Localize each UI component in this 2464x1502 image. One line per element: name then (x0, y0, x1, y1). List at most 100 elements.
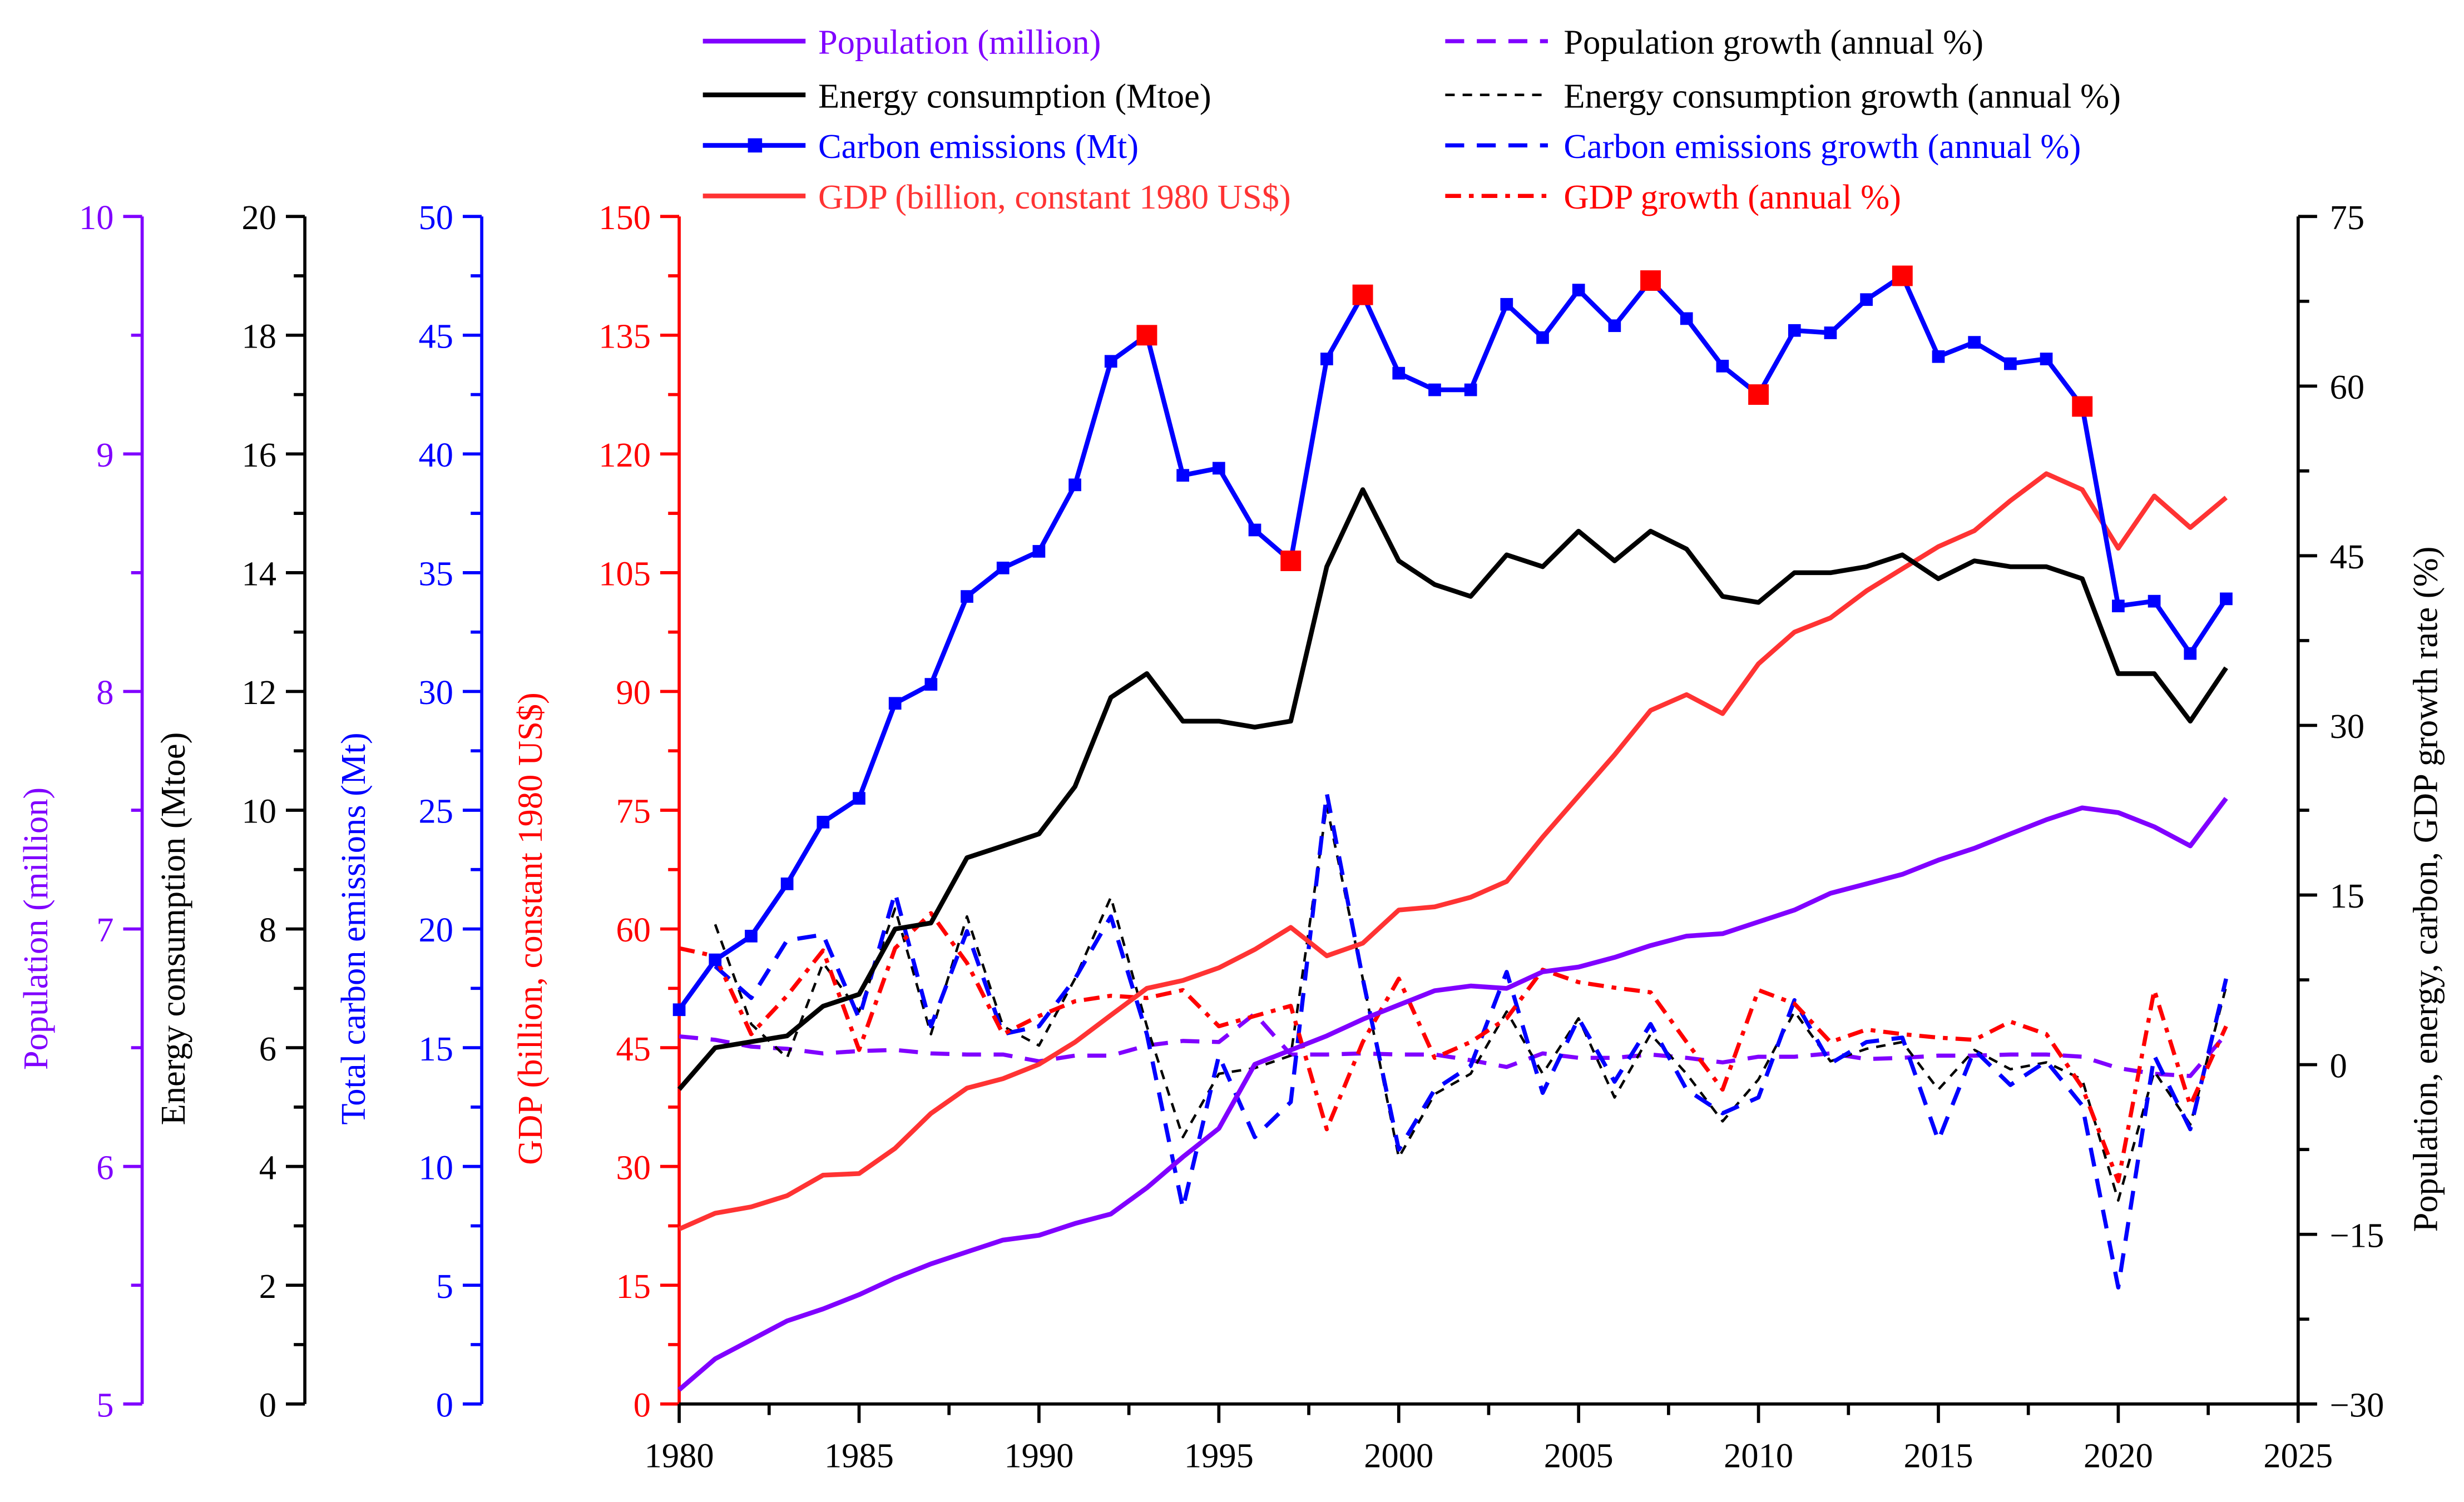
carbon-tick-label: 15 (419, 1029, 453, 1068)
gdp-tick-label: 45 (616, 1029, 651, 1068)
legend-item-gdp-growth-annual: GDP growth (annual %) (1445, 177, 1901, 216)
legend-label: Carbon emissions growth (annual %) (1563, 127, 2081, 166)
legend-label: Population growth (annual %) (1563, 23, 1983, 62)
series-line (714, 804, 2228, 1202)
data-point-marker (1068, 478, 1081, 492)
carbon-tick-label: 5 (436, 1267, 453, 1306)
data-point-marker (1104, 355, 1117, 368)
data-point-marker (1824, 326, 1837, 339)
series-line (678, 471, 2228, 1231)
data-point-marker (853, 792, 865, 805)
legend-item-gdp-billion-constant-1980-us: GDP (billion, constant 1980 US$) (702, 177, 1291, 216)
data-point-marker (996, 561, 1010, 574)
carbon-tick-label: 0 (436, 1385, 453, 1424)
x-tick-label: 2005 (1544, 1436, 1614, 1475)
data-point-marker (1176, 469, 1190, 482)
data-point-marker (1572, 284, 1585, 297)
data-point-marker (1716, 359, 1729, 373)
carbon-axis-title: Total carbon emissions (Mt) (334, 732, 373, 1124)
legend-item-population-million: Population (million) (702, 23, 1101, 62)
data-point-marker (780, 878, 794, 890)
data-point-marker (1428, 383, 1441, 396)
series-energy-consumption-growth-annual (714, 804, 2228, 1202)
gdp-tick-label: 75 (616, 792, 651, 831)
carbon-tick-label: 10 (419, 1148, 453, 1187)
data-point-marker (817, 815, 830, 829)
energy-tick-label: 4 (259, 1148, 276, 1187)
growth-tick-label: 15 (2330, 876, 2364, 915)
x-tick-label: 2020 (2084, 1436, 2153, 1475)
data-point-marker (2184, 647, 2197, 660)
growth-tick-label: 0 (2330, 1046, 2347, 1085)
growth-axis: −30 −15 0 15 30 45 60 75 Population, energy, car… (2296, 198, 2445, 1424)
gdp-tick-label: 90 (616, 673, 651, 712)
energy-tick-label: 12 (241, 673, 276, 712)
legend-label: GDP growth (annual %) (1563, 177, 1901, 216)
data-point-marker (1860, 293, 1873, 306)
series-line (679, 1012, 2228, 1078)
carbon-tick-label: 35 (419, 554, 453, 593)
gdp-axis: 0 15 30 45 60 75 90 105 120 135 150 GDP (billion, c… (511, 198, 681, 1424)
legend-item-energy-consumption-growth-annual: Energy consumption growth (annual %) (1445, 76, 2121, 115)
series-line (677, 273, 2228, 1012)
gdp-tick-label: 105 (598, 554, 651, 593)
population-tick-label: 9 (96, 435, 113, 474)
highlight-point-marker (1892, 265, 1913, 286)
energy-tick-label: 6 (259, 1029, 276, 1068)
carbon-tick-label: 50 (419, 198, 453, 237)
legend-item-carbon-emissions-growth-annual: Carbon emissions growth (annual %) (1445, 127, 2081, 166)
gdp-tick-label: 0 (634, 1385, 651, 1424)
series-line (677, 487, 2228, 1091)
series-line (679, 911, 2228, 1183)
energy-tick-label: 0 (259, 1385, 276, 1424)
series-energy-consumption-mtoe (677, 487, 2228, 1091)
growth-tick-label: −30 (2330, 1385, 2384, 1424)
data-point-marker (2220, 592, 2233, 606)
growth-tick-label: −15 (2330, 1216, 2384, 1255)
series-carbon-emissions-growth-annual (714, 791, 2228, 1290)
plot-area (672, 265, 2233, 1392)
x-tick-label: 1985 (824, 1436, 894, 1475)
data-point-marker (1464, 383, 1477, 396)
data-point-marker (1392, 366, 1406, 380)
legend-label: Energy consumption (Mtoe) (818, 76, 1211, 115)
highlight-point-marker (1352, 284, 1373, 305)
population-tick-label: 7 (96, 910, 113, 949)
data-point-marker (1536, 331, 1549, 344)
highlight-point-marker (1748, 384, 1769, 405)
series-carbon-emissions-mt (672, 265, 2233, 1017)
series-gdp-growth-annual (679, 911, 2228, 1183)
gdp-axis-title: GDP (billion, constant 1980 US$) (511, 692, 550, 1165)
gdp-tick-label: 150 (598, 198, 651, 237)
data-point-marker (2112, 599, 2125, 613)
legend-item-energy-consumption-mtoe: Energy consumption (Mtoe) (702, 76, 1211, 115)
population-tick-label: 5 (96, 1385, 113, 1424)
data-point-marker (1212, 462, 1225, 475)
growth-tick-label: 45 (2330, 537, 2364, 576)
data-point-marker (1968, 336, 1981, 349)
energy-axis-title: Energy consumption (Mtoe) (154, 732, 192, 1126)
population-tick-label: 10 (79, 198, 113, 237)
data-point-marker (1032, 545, 1046, 558)
legend-label: Population (million) (818, 23, 1101, 62)
legend-label: GDP (billion, constant 1980 US$) (818, 177, 1291, 216)
gdp-tick-label: 15 (616, 1267, 651, 1306)
data-point-marker (924, 678, 938, 691)
growth-tick-label: 60 (2330, 368, 2364, 407)
data-point-marker (961, 590, 973, 603)
x-tick-label: 2000 (1364, 1436, 1433, 1475)
data-point-marker (1608, 319, 1621, 333)
series-gdp-billion-constant-1980-us (678, 471, 2228, 1231)
data-point-marker (1500, 298, 1513, 311)
carbon-tick-label: 25 (419, 792, 453, 831)
population-tick-label: 6 (96, 1148, 113, 1187)
legend-label: Carbon emissions (Mt) (818, 127, 1139, 166)
x-axis: 1980 1985 1990 1995 2000 2005 2010 2015 2020 2025 (645, 1402, 2333, 1475)
gdp-tick-label: 135 (598, 317, 651, 356)
series-line (714, 791, 2228, 1290)
legend: Population (million) Energy consumption (… (702, 23, 2121, 216)
data-point-marker (1932, 350, 1945, 363)
data-point-marker (1248, 523, 1261, 537)
highlight-point-marker (1280, 551, 1302, 571)
x-tick-label: 1980 (645, 1436, 714, 1475)
